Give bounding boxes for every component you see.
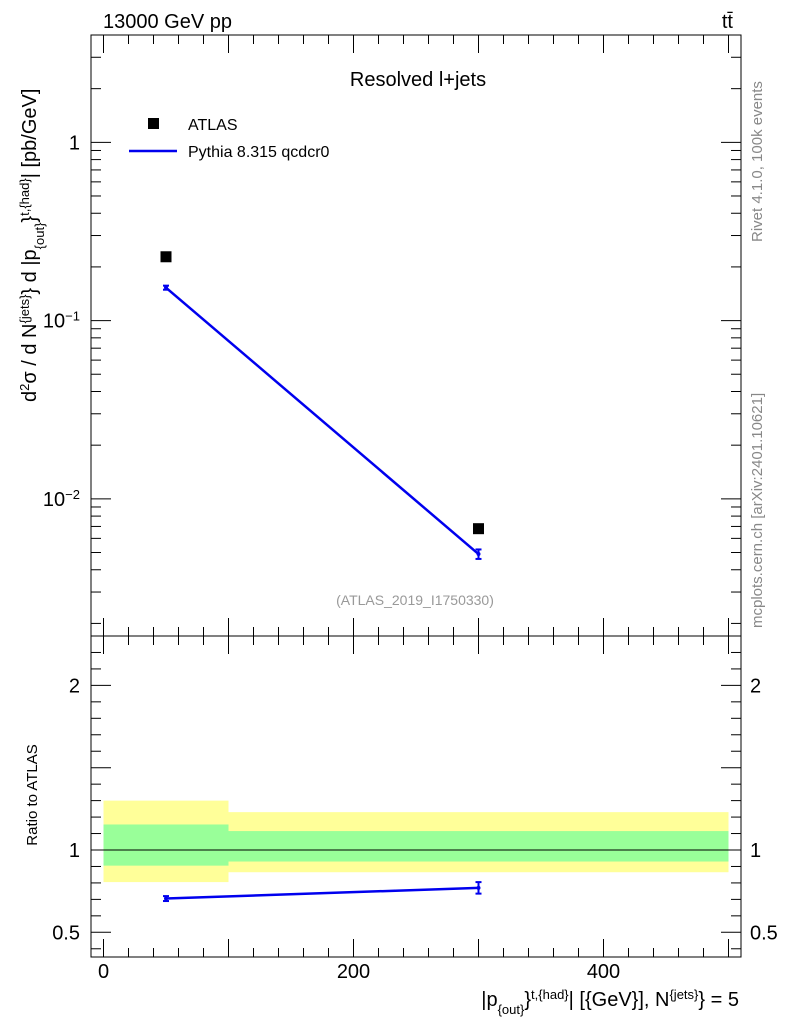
main-series bbox=[160, 251, 484, 560]
ratio-axis-ticks bbox=[91, 636, 741, 957]
ratio-plot-frame bbox=[90, 635, 742, 958]
main-y-tick-label: 10−1 bbox=[43, 308, 80, 333]
ratio-x-tick-labels: 0 200 400 bbox=[98, 961, 620, 983]
x-axis-label: |p{out}}t,{had}| [{GeV}], N{jets}} = 5 bbox=[481, 987, 739, 1017]
main-axis-ticks bbox=[91, 34, 741, 636]
ratio-y-tick-label-right: 1 bbox=[750, 840, 761, 862]
main-panel: Resolved l+jets (ATLAS_2019_I1750330) 11… bbox=[17, 34, 742, 637]
mc-point bbox=[476, 552, 481, 557]
process-label: tt̄ bbox=[722, 11, 734, 33]
ratio-y-tick-label-left: 0.5 bbox=[52, 922, 80, 944]
energy-label: 13000 GeV pp bbox=[103, 11, 232, 33]
mc-point bbox=[164, 285, 168, 290]
mc-error-bars bbox=[163, 284, 482, 560]
ratio-point bbox=[164, 896, 168, 901]
legend-data-label: ATLAS bbox=[188, 117, 238, 134]
legend-data-marker bbox=[148, 118, 159, 129]
main-y-tick-label: 1 bbox=[69, 132, 80, 154]
main-title: Resolved l+jets bbox=[350, 69, 486, 91]
x-tick-label: 400 bbox=[587, 961, 620, 983]
ratio-mc-error-bars bbox=[163, 881, 482, 903]
ratio-y-tick-label-right: 0.5 bbox=[750, 922, 778, 944]
ratio-mc-line bbox=[165, 886, 479, 900]
main-y-axis-label: d2σ / d N{jets}} d |p{out}}t,{had}| [pb/… bbox=[17, 89, 47, 402]
main-y-tick-labels: 1 10−1 10−2 bbox=[43, 132, 80, 511]
x-tick-label: 200 bbox=[337, 961, 370, 983]
mcplots-label: mcplots.cern.ch [arXiv:2401.10621] bbox=[749, 393, 766, 628]
ratio-y-tick-label-left: 1 bbox=[69, 840, 80, 862]
mc-series-line bbox=[165, 286, 480, 555]
legend-mc-label: Pythia 8.315 qcdcr0 bbox=[188, 144, 330, 161]
ratio-y-tick-label-left: 2 bbox=[69, 675, 80, 697]
ratio-y-tick-label-right: 2 bbox=[750, 675, 761, 697]
x-tick-label: 0 bbox=[98, 961, 109, 983]
ratio-y-axis-label: Ratio to ATLAS bbox=[24, 744, 41, 845]
ratio-panel: 0.5 0.5 1 1 2 2 0 200 400 Ratio to ATLAS |p{out… bbox=[24, 635, 778, 1017]
rivet-version-label: Rivet 4.1.0, 100k events bbox=[749, 81, 766, 242]
legend: ATLAS Pythia 8.315 qcdcr0 bbox=[129, 117, 330, 161]
ratio-band-inner bbox=[103, 824, 229, 866]
atlas-data-point bbox=[473, 523, 484, 535]
main-y-tick-label: 10−2 bbox=[43, 486, 80, 511]
ratio-point bbox=[476, 885, 481, 890]
ratio-uncertainty-bands bbox=[103, 800, 729, 883]
ratio-band-inner bbox=[228, 831, 729, 862]
atlas-data-point bbox=[160, 251, 172, 263]
atlas-data-points bbox=[160, 251, 484, 535]
ratio-y-tick-labels: 0.5 0.5 1 1 2 2 bbox=[52, 675, 778, 944]
analysis-id-label: (ATLAS_2019_I1750330) bbox=[336, 592, 494, 608]
